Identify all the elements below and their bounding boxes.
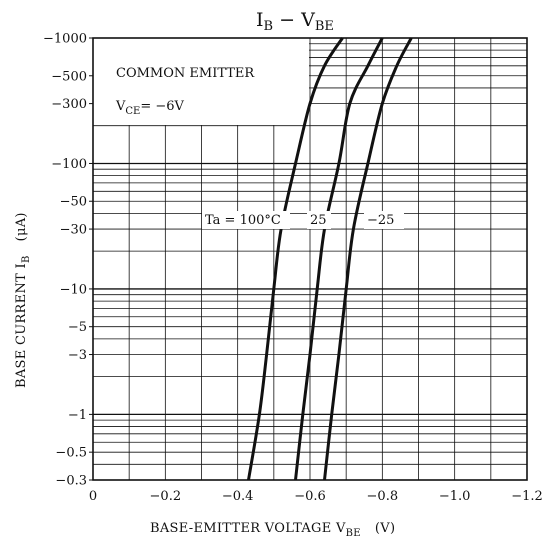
y-tick-label: −30 [60, 223, 87, 238]
y-tick-label: −1000 [43, 32, 87, 47]
y-tick-label: −1 [68, 408, 87, 423]
y-tick-labels: −0.3 −0.5 −1 −3 −5 −10 −30 −50 −100 −300 −500 −1000 [43, 32, 93, 489]
series-curve-3 [323, 37, 413, 481]
y-tick-label: −500 [51, 69, 87, 84]
plot-frame [92, 37, 528, 481]
x-tick-label: −1.2 [511, 489, 543, 504]
grid-lines [93, 38, 527, 480]
y-tick-label: −0.5 [55, 446, 87, 461]
y-tick-label: −300 [51, 97, 87, 112]
series-label: Ta = 100°C [205, 213, 281, 228]
condition-box: COMMON EMITTER VCE= −6V [93, 38, 309, 125]
y-tick-label: −0.3 [55, 474, 87, 489]
series-curves [247, 37, 413, 481]
x-tick-labels: 0 −0.2 −0.4 −0.6 −0.8 −1.0 −1.2 [89, 489, 543, 504]
x-tick-label: −0.6 [294, 489, 326, 504]
series-label-bg [364, 211, 404, 229]
x-axis-label: BASE-EMITTER VOLTAGE VBE (V) [150, 521, 395, 539]
y-tick-label: −10 [60, 282, 87, 297]
series-label: −25 [367, 213, 394, 228]
chart-title: IB − VBE [256, 9, 334, 34]
condition-box-bg [93, 38, 309, 125]
x-tick-label: −0.8 [367, 489, 399, 504]
series-curve-1 [247, 37, 344, 481]
x-tick-label: 0 [89, 489, 97, 504]
condition-line1: COMMON EMITTER [116, 66, 255, 81]
series-label-bg [307, 211, 331, 229]
x-tick-label: −0.4 [222, 489, 254, 504]
x-tick-label: −0.2 [150, 489, 182, 504]
y-tick-label: −100 [51, 157, 87, 172]
condition-line2: VCE= −6V [115, 99, 185, 117]
y-tick-label: −50 [60, 195, 87, 210]
y-axis-label: BASE CURRENT IB(μA) [14, 212, 32, 388]
y-tick-label: −5 [68, 320, 87, 335]
series-label-bg [202, 211, 290, 229]
y-tick-label: −3 [68, 348, 87, 363]
series-curve-2 [294, 37, 384, 481]
series-label: 25 [310, 213, 327, 228]
series-labels: Ta = 100°C 25 −25 [202, 211, 404, 229]
x-tick-label: −1.0 [439, 489, 471, 504]
